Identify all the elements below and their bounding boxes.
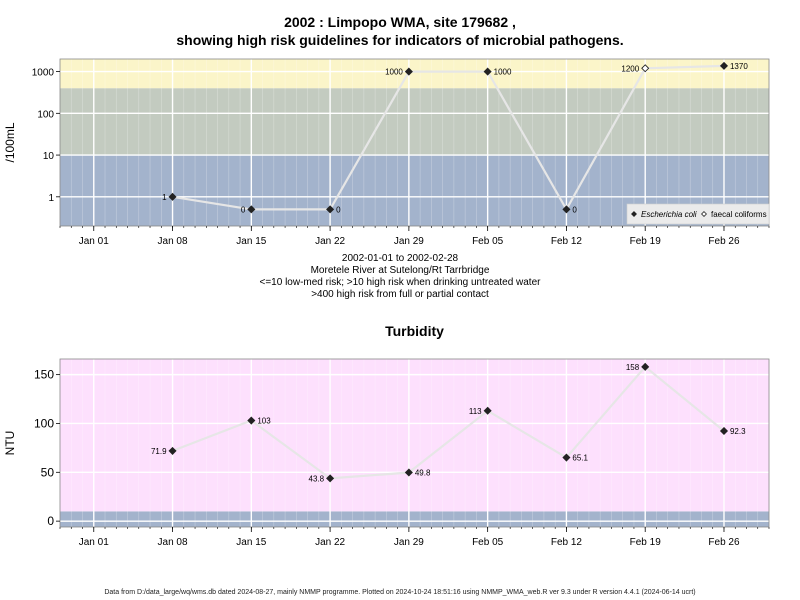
c2-data-label-0-5: 65.1: [572, 454, 588, 463]
c2-title: Turbidity: [385, 323, 444, 339]
c1-xtick-label-5: Feb 05: [472, 236, 504, 247]
c1-xtick-label-2: Jan 15: [236, 236, 266, 247]
c1-xtick-label-6: Feb 12: [551, 236, 583, 247]
c2-frame: [59, 358, 770, 528]
c2-xtick-label-3: Jan 22: [315, 537, 345, 548]
c2-ylabel: NTU: [3, 431, 17, 456]
risk-guideline-label-1: <=10 low-med risk; >10 high risk when dr…: [259, 277, 541, 288]
site-name-label: Moretele River at Sutelong/Rt Tarrbridge: [310, 265, 490, 276]
c1-legend-box: [626, 203, 770, 225]
c2-ytick-label-3: 150: [34, 368, 54, 382]
c2-point-0-2: [326, 474, 335, 483]
turbidity-chart: Turbidity 0 50 100 150 NTU Jan 01 Jan 08 Jan 15 J…: [3, 323, 770, 548]
c1-legend: Escherichia coli faecal coliforms: [626, 203, 770, 225]
c2-xtick-label-7: Feb 19: [630, 537, 662, 548]
c1-data-label-0-2: 0: [336, 205, 341, 214]
c2-risk-band-0: [60, 511, 769, 527]
footer-note: Data from D:/data_large/wq/wms.db dated …: [104, 589, 696, 596]
c2-xtick-label-6: Feb 12: [551, 537, 583, 548]
c1-point-0-1: [247, 205, 256, 214]
c1-xtick-label-7: Feb 19: [630, 236, 662, 247]
c2-xtick-label-4: Jan 29: [394, 537, 424, 548]
c1-xtick-label-3: Jan 22: [315, 236, 345, 247]
c1-point-0-4: [483, 67, 492, 76]
c2-point-0-3: [404, 468, 413, 477]
c1-legend-label-0: Escherichia coli: [641, 210, 697, 219]
c2-data-label-0-0: 71.9: [151, 447, 167, 456]
c1-point-0-6: [719, 61, 729, 70]
c1-ylabel: /100mL: [3, 122, 17, 162]
c2-point-0-6: [641, 362, 650, 371]
c1-data-label-0-3: 1000: [385, 68, 403, 77]
c2-ytick-label-1: 50: [41, 465, 55, 479]
c2-ytick-label-0: 0: [47, 514, 54, 528]
c1-data-label-0-0: 1: [162, 193, 167, 202]
c2-point-0-0: [168, 446, 177, 455]
c2-xtick-label-0: Jan 01: [79, 537, 109, 548]
c1-data-label-0-1: 0: [241, 205, 246, 214]
date-range-label: 2002-01-01 to 2002-02-28: [341, 253, 459, 264]
c1-risk-band-1: [60, 88, 769, 156]
c2-data-label-0-3: 49.8: [415, 468, 431, 477]
c2-point-0-7: [719, 426, 729, 436]
c1-point-0-5: [562, 205, 571, 214]
c1-legend-marker-1: [701, 211, 707, 217]
c1-legend-label-1: faecal coliforms: [711, 210, 767, 219]
c2-point-0-4: [483, 406, 492, 415]
c1-point-0-3: [404, 67, 413, 76]
c1-data-label-1-0: 1200: [621, 64, 639, 73]
c1-xtick-label-1: Jan 08: [158, 236, 188, 247]
c1-data-label-0-5: 0: [572, 205, 577, 214]
c2-xtick-label-5: Feb 05: [472, 537, 504, 548]
c1-series-line: [172, 64, 725, 212]
c1-ytick-label-3: 1000: [32, 68, 55, 79]
c2-xtick-label-2: Jan 15: [236, 537, 266, 548]
c1-point-0-0: [168, 192, 177, 201]
c2-data-label-0-2: 43.8: [309, 474, 325, 483]
c2-data-label-0-4: 113: [469, 407, 482, 416]
c2-data-label-0-6: 158: [626, 363, 640, 372]
chart-title-line1: 2002 : Limpopo WMA, site 179682 ,: [284, 14, 516, 30]
risk-guideline-label-2: >400 high risk from full or partial cont…: [311, 289, 489, 300]
c2-data-label-0-1: 103: [257, 417, 271, 426]
c1-frame: [59, 58, 770, 227]
c1-xtick-label-8: Feb 26: [708, 236, 740, 247]
c1-ytick-label-1: 10: [43, 151, 55, 162]
c2-point-0-5: [562, 453, 571, 462]
c1-data-label-0-4: 1000: [494, 68, 512, 77]
c2-point-0-1: [247, 416, 256, 425]
c1-risk-band-2: [60, 59, 769, 89]
c2-data-label-0-7: 92.3: [730, 427, 746, 436]
c1-data-label-0-6: 1370: [730, 62, 748, 71]
c2-ytick-label-2: 100: [34, 416, 54, 430]
chart-title-line2: showing high risk guidelines for indicat…: [176, 32, 624, 48]
c2-xtick-label-8: Feb 26: [708, 537, 740, 548]
c1-ytick-label-0: 1: [48, 193, 54, 204]
c2-xtick-label-1: Jan 08: [158, 537, 188, 548]
c1-legend-marker-0: [631, 211, 637, 217]
c1-grid: [59, 59, 770, 226]
c1-xtick-label-0: Jan 01: [79, 236, 109, 247]
c1-xtick-label-4: Jan 29: [394, 236, 424, 247]
c1-point-1-0: [641, 64, 650, 73]
c1-point-0-2: [326, 205, 335, 214]
c1-ytick-label-2: 100: [37, 109, 54, 120]
c2-risk-band-1: [60, 359, 769, 512]
c2-series-line: [172, 365, 725, 480]
